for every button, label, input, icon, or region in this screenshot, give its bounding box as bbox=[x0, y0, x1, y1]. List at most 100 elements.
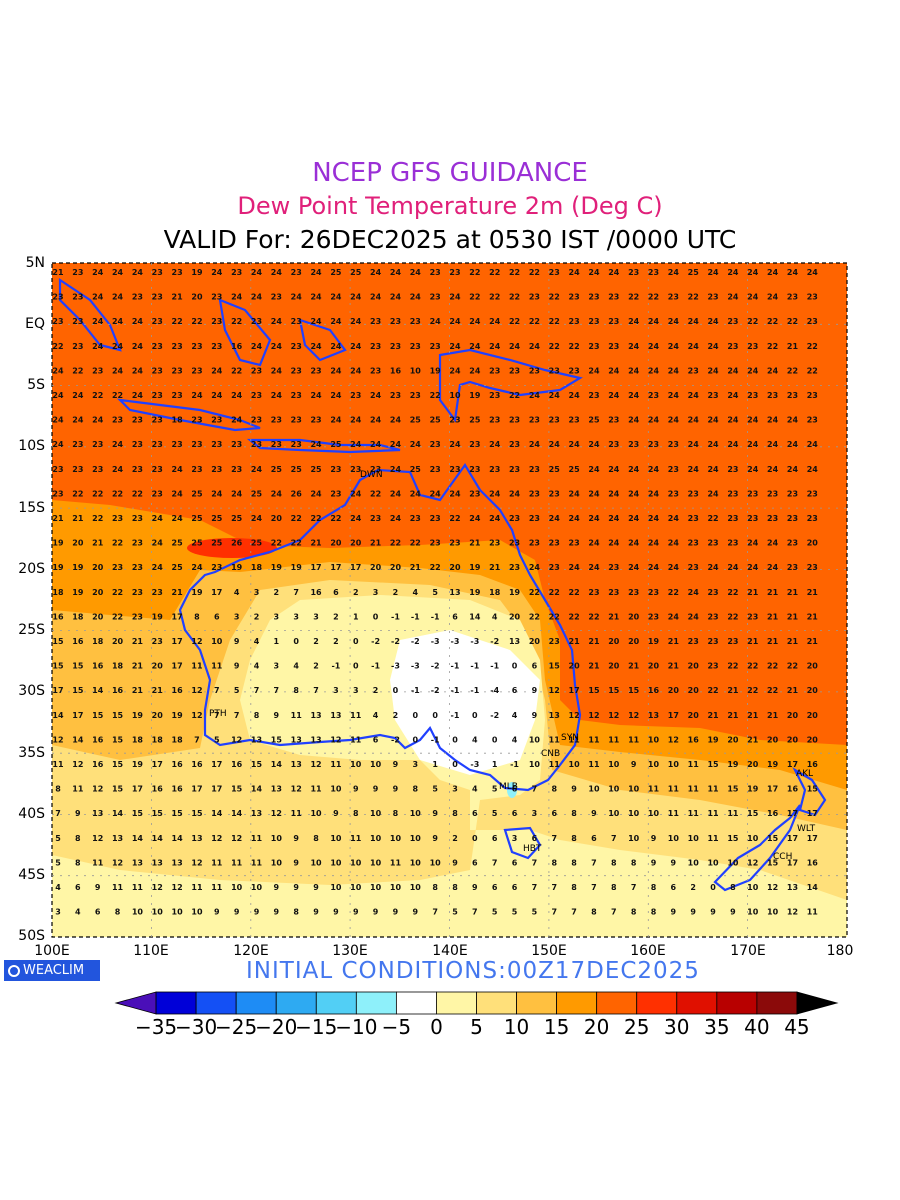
grid-value: 23 bbox=[291, 440, 302, 449]
grid-value: 22 bbox=[112, 489, 123, 498]
grid-value: 0 bbox=[512, 662, 518, 671]
grid-value: 21 bbox=[489, 563, 501, 572]
grid-value: 24 bbox=[350, 440, 362, 449]
grid-value: -3 bbox=[451, 637, 460, 646]
grid-value: -2 bbox=[490, 637, 499, 646]
grid-value: -1 bbox=[451, 711, 460, 720]
grid-value: 23 bbox=[152, 317, 163, 326]
grid-value: 26 bbox=[231, 539, 243, 548]
grid-value: 23 bbox=[430, 342, 441, 351]
grid-value: 23 bbox=[608, 317, 619, 326]
grid-value: 19 bbox=[469, 588, 481, 597]
grid-value: 20 bbox=[449, 563, 461, 572]
grid-value: 23 bbox=[569, 317, 580, 326]
grid-value: 23 bbox=[132, 588, 143, 597]
grid-value: 9 bbox=[393, 908, 399, 917]
city-label: DWN bbox=[360, 470, 383, 480]
grid-value: 24 bbox=[310, 440, 322, 449]
grid-value: 13 bbox=[330, 711, 341, 720]
grid-value: 22 bbox=[529, 317, 540, 326]
grid-value: 7 bbox=[611, 908, 617, 917]
grid-value: 22 bbox=[727, 612, 738, 621]
grid-value: 23 bbox=[152, 416, 163, 425]
grid-value: 10 bbox=[330, 883, 342, 892]
grid-value: 22 bbox=[529, 612, 540, 621]
grid-value: 23 bbox=[588, 293, 599, 302]
grid-value: 11 bbox=[291, 711, 303, 720]
grid-value: -1 bbox=[411, 686, 420, 695]
grid-value: 13 bbox=[172, 858, 183, 867]
grid-value: 23 bbox=[707, 293, 718, 302]
grid-value: 23 bbox=[688, 514, 699, 523]
grid-value: 23 bbox=[668, 293, 679, 302]
grid-value: 23 bbox=[92, 465, 103, 474]
grid-value: 24 bbox=[92, 317, 104, 326]
grid-value: 24 bbox=[211, 391, 223, 400]
grid-value: 24 bbox=[668, 342, 680, 351]
grid-value: 9 bbox=[313, 908, 319, 917]
grid-value: 23 bbox=[152, 293, 163, 302]
grid-value: 10 bbox=[608, 760, 620, 769]
grid-value: 22 bbox=[52, 342, 63, 351]
grid-value: 24 bbox=[469, 366, 481, 375]
grid-value: 18 bbox=[132, 735, 144, 744]
grid-value: 23 bbox=[152, 588, 163, 597]
grid-value: 11 bbox=[291, 809, 303, 818]
grid-value: 22 bbox=[787, 317, 798, 326]
grid-value: 17 bbox=[72, 711, 83, 720]
weaclim-logo: WEACLIM bbox=[4, 960, 100, 981]
value-grid: 21 23 24 24 24 23 23 19 24 23 24 24 23 24 25 25 24 24 24 23… bbox=[52, 268, 818, 917]
grid-value: 23 bbox=[727, 465, 738, 474]
grid-value: 24 bbox=[648, 366, 660, 375]
colorbar-label: −5 bbox=[381, 1015, 412, 1039]
grid-value: 22 bbox=[72, 489, 83, 498]
grid-value: 23 bbox=[707, 539, 718, 548]
grid-value: 19 bbox=[291, 563, 303, 572]
grid-value: 20 bbox=[92, 612, 104, 621]
grid-value: 23 bbox=[291, 391, 302, 400]
grid-value: 24 bbox=[52, 440, 64, 449]
grid-value: 15 bbox=[52, 662, 64, 671]
grid-value: 12 bbox=[608, 711, 619, 720]
grid-value: 21 bbox=[767, 637, 779, 646]
grid-value: 18 bbox=[172, 416, 184, 425]
grid-value: 24 bbox=[449, 342, 461, 351]
grid-value: 21 bbox=[767, 711, 779, 720]
grid-value: 25 bbox=[291, 465, 303, 474]
grid-value: -1 bbox=[451, 686, 460, 695]
grid-value: 18 bbox=[489, 588, 501, 597]
grid-value: 10 bbox=[410, 366, 422, 375]
grid-value: 7 bbox=[532, 858, 538, 867]
grid-value: 24 bbox=[350, 366, 362, 375]
grid-value: 24 bbox=[807, 440, 819, 449]
grid-value: 24 bbox=[430, 489, 442, 498]
grid-value: 24 bbox=[390, 465, 402, 474]
grid-value: 8 bbox=[571, 809, 577, 818]
grid-value: -2 bbox=[391, 735, 400, 744]
grid-value: 10 bbox=[390, 883, 402, 892]
grid-value: 24 bbox=[707, 317, 719, 326]
grid-value: 23 bbox=[430, 465, 441, 474]
grid-value: 12 bbox=[92, 785, 103, 794]
grid-value: 11 bbox=[92, 858, 104, 867]
grid-value: 10 bbox=[648, 760, 660, 769]
grid-value: 24 bbox=[747, 440, 759, 449]
grid-value: 23 bbox=[588, 342, 599, 351]
grid-value: 4 bbox=[293, 662, 299, 671]
grid-value: 9 bbox=[313, 883, 319, 892]
grid-value: 24 bbox=[608, 268, 620, 277]
grid-value: 20 bbox=[807, 662, 819, 671]
grid-value: 24 bbox=[72, 416, 84, 425]
grid-value: 0 bbox=[413, 735, 419, 744]
grid-value: 22 bbox=[330, 514, 341, 523]
grid-value: 18 bbox=[251, 563, 263, 572]
grid-value: 19 bbox=[747, 785, 759, 794]
grid-value: 17 bbox=[172, 662, 183, 671]
grid-value: 23 bbox=[172, 366, 183, 375]
grid-value: 10 bbox=[152, 908, 164, 917]
grid-value: 24 bbox=[330, 391, 342, 400]
grid-value: 19 bbox=[172, 711, 184, 720]
grid-value: 24 bbox=[727, 416, 739, 425]
title-model: NCEP GFS GUIDANCE bbox=[312, 158, 588, 188]
grid-value: 23 bbox=[509, 440, 520, 449]
